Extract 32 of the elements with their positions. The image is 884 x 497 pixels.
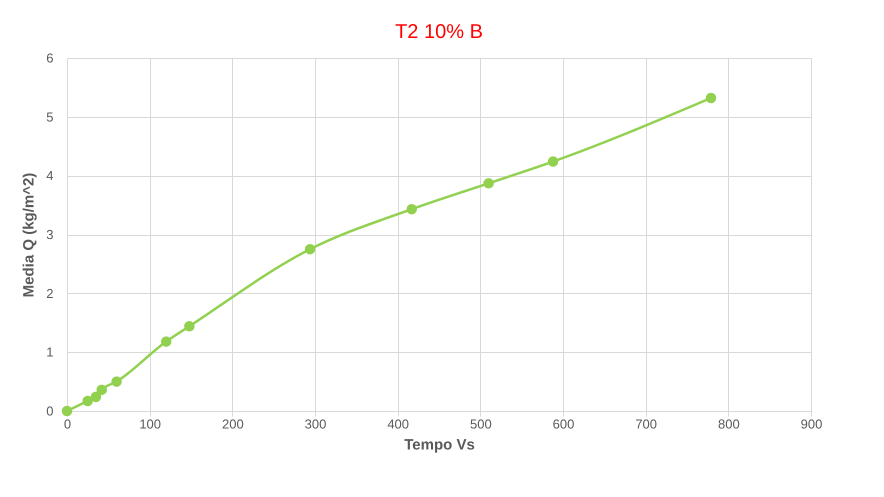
y-tick-label: 3	[46, 227, 54, 242]
y-tick-label: 0	[46, 404, 54, 418]
point	[483, 178, 494, 189]
y-tick-label: 6	[46, 50, 54, 66]
x-tick-label: 0	[64, 416, 72, 432]
point	[111, 376, 122, 387]
point	[96, 384, 107, 396]
point	[548, 156, 558, 167]
point	[160, 336, 172, 347]
x-tick-label: 300	[304, 416, 326, 432]
x-tick-label: 500	[470, 416, 492, 432]
chart-title: T2 10% B	[395, 21, 483, 43]
point	[184, 321, 195, 332]
point	[90, 392, 102, 402]
point	[82, 396, 93, 406]
y-axis-title: Media Q (kg/m^2)	[20, 172, 38, 298]
x-tick-label: 400	[387, 416, 410, 432]
point	[406, 204, 417, 214]
point	[62, 406, 72, 416]
x-tick-label: 700	[635, 416, 658, 432]
y-tick-label: 1	[46, 344, 54, 360]
x-tick-label: 900	[800, 416, 822, 432]
y-tick-label: 5	[46, 109, 54, 124]
x-tick-label: 800	[718, 416, 740, 432]
point	[304, 244, 316, 254]
x-tick-label: 600	[552, 416, 574, 432]
y-tick-label: 2	[46, 286, 54, 301]
y-tick-label: 4	[46, 168, 54, 184]
x-axis-title: Tempo Vs	[404, 436, 475, 454]
x-tick-label: 200	[222, 416, 244, 432]
point	[706, 92, 716, 104]
x-tick-label: 100	[139, 416, 162, 432]
